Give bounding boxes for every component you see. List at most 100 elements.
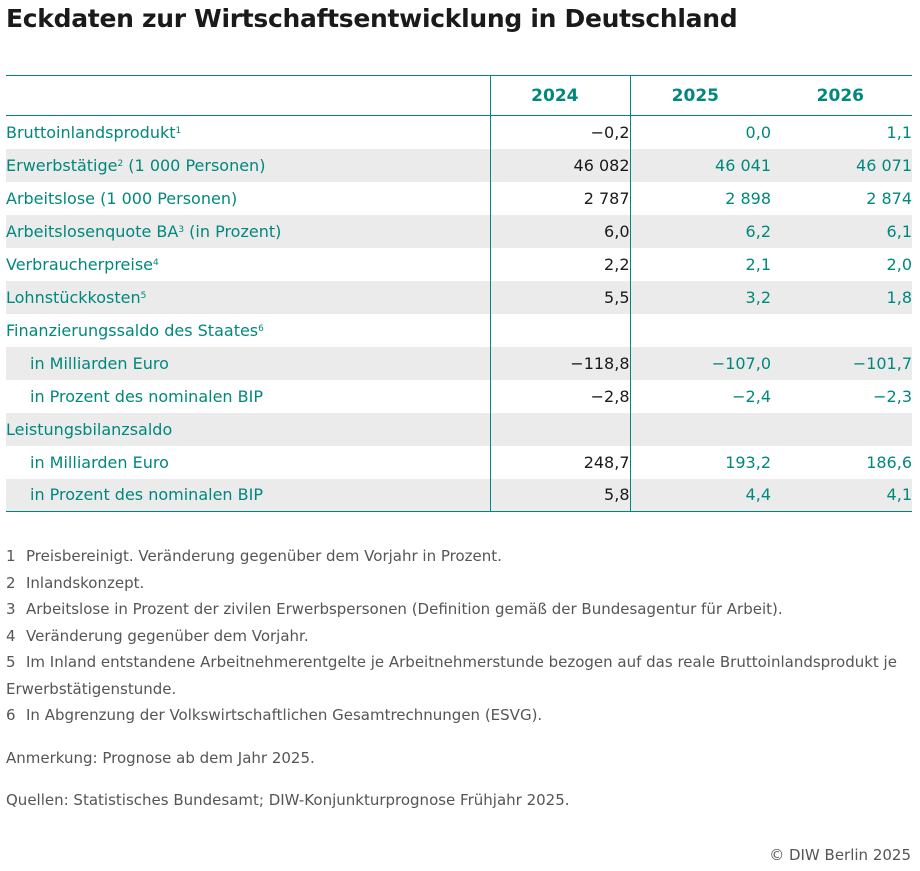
footnote: 4 Veränderung gegenüber dem Vorjahr. (6, 623, 906, 650)
table-row: Leistungsbilanzsaldo (6, 412, 912, 446)
column-header-2024: 2024 (489, 75, 630, 116)
row-label: Lohnstückkosten5 (6, 280, 490, 314)
value-cell-2024: −118,8 (489, 346, 630, 380)
table-row: in Prozent des nominalen BIP −2,8 −2,4 −2,3 (6, 379, 912, 413)
row-label-text: in Milliarden Euro (30, 353, 169, 373)
table-row: Arbeitslose (1 000 Personen) 2 787 2 898 2 … (6, 181, 912, 215)
footnote-ref: 3 (178, 224, 185, 235)
value-cell-2025: 193,2 (629, 445, 771, 479)
row-label: Leistungsbilanzsaldo (6, 412, 490, 446)
value-cell-2026: 1,8 (771, 280, 912, 314)
row-label: Bruttoinlandsprodukt1 (6, 116, 490, 149)
row-label-text: Verbraucherpreise (6, 254, 154, 274)
value-cell-2025: 2,1 (629, 247, 771, 281)
row-label-text: in Prozent des nominalen BIP (30, 485, 263, 505)
value-cell-2024: −0,2 (489, 115, 630, 149)
table-row: Erwerbstätige2 (1 000 Personen) 46 082 46 … (6, 148, 912, 182)
row-label: Arbeitslosenquote BA3 (in Prozent) (6, 214, 490, 248)
page-title: Eckdaten zur Wirtschaftsentwicklung in D… (6, 4, 738, 33)
footnote: 5 Im Inland entstandene Arbeitnehmerentge… (6, 649, 906, 702)
row-label-text: in Prozent des nominalen BIP (30, 386, 263, 406)
value-cell-2026: 186,6 (866, 452, 912, 472)
row-label: Erwerbstätige2 (1 000 Personen) (6, 148, 490, 182)
footnote-number: 3 (6, 600, 16, 618)
value-cell-2025: −107,0 (629, 346, 771, 380)
value-cell-2025: 3,2 (629, 280, 771, 314)
footnote-number: 4 (6, 626, 16, 645)
footnotes: 1 Preisbereinigt. Veränderung gegenüber d… (6, 543, 906, 814)
row-label: in Milliarden Euro (6, 346, 490, 380)
eckdaten-table: 2024 2025 2026 Bruttoinlandsprodukt1 −0,2… (6, 75, 912, 512)
value-cell-2026: −101,7 (771, 346, 912, 380)
copyright-credit: © DIW Berlin 2025 (769, 846, 911, 864)
value-cell-2024: 248,7 (489, 445, 630, 479)
footnote-ref: 1 (175, 125, 182, 136)
value-cell-2025: 46 041 (629, 148, 771, 182)
footnote-number: 5 (6, 653, 16, 671)
value-cell-2025: 4,4 (629, 478, 771, 512)
row-label-text: Lohnstückkosten (6, 287, 141, 307)
note: Anmerkung: Prognose ab dem Jahr 2025. (6, 748, 315, 767)
footnote-text: Veränderung gegenüber dem Vorjahr. (26, 626, 309, 645)
value-cell-2024: 2,2 (489, 247, 630, 281)
footnote: 6 In Abgrenzung der Volkswirtschaftlichen… (6, 702, 906, 729)
table-row: in Milliarden Euro 248,7 193,2 186,6 (6, 445, 912, 479)
footnote-text: Arbeitslose in Prozent der zivilen Erwer… (26, 600, 783, 618)
footnote-ref: 2 (117, 158, 124, 169)
value-cell-2026: 46 071 (771, 148, 912, 182)
row-label: in Prozent des nominalen BIP (6, 380, 490, 413)
footnote-ref: 6 (258, 323, 264, 334)
header-label-cell (6, 75, 490, 116)
table-row: in Prozent des nominalen BIP 5,8 4,4 4,1 (6, 478, 912, 512)
table-row: Finanzierungssaldo des Staates6 (6, 313, 912, 347)
value-cell-2024: 5,8 (489, 478, 630, 512)
row-label-suffix: (in Prozent) (184, 221, 282, 241)
table-row: Verbraucherpreise4 2,2 2,1 2,0 (6, 247, 912, 281)
column-header-2025: 2025 (629, 75, 771, 116)
row-label-text: Leistungsbilanzsaldo (6, 419, 173, 439)
footnote: 1 Preisbereinigt. Veränderung gegenüber d… (6, 543, 906, 570)
row-label: Finanzierungssaldo des Staates6 (6, 314, 490, 347)
footnote-text: Inlandskonzept. (26, 573, 145, 592)
value-cell-2026 (771, 314, 912, 347)
footnote: 2 Inlandskonzept. (6, 570, 906, 597)
footnote-ref: 5 (140, 290, 147, 301)
value-cell-2026: −2,3 (873, 386, 912, 406)
footnote-text: Preisbereinigt. Veränderung gegenüber de… (26, 547, 502, 565)
footnote-ref: 4 (153, 257, 159, 268)
value-cell-2024: 46 082 (489, 148, 630, 182)
value-cell-2024 (489, 313, 630, 347)
footnote-number: 2 (6, 573, 16, 592)
row-label: Arbeitslose (1 000 Personen) (6, 182, 490, 215)
value-cell-2025: 0,0 (629, 115, 771, 149)
value-cell-2025 (629, 313, 771, 347)
table-header-row: 2024 2025 2026 (6, 75, 912, 116)
row-label-suffix: (1 000 Personen) (123, 155, 266, 175)
value-cell-2024: 6,0 (489, 214, 630, 248)
row-label-text: in Milliarden Euro (30, 452, 169, 472)
value-cell-2024 (489, 412, 630, 446)
footnote-list: 1 Preisbereinigt. Veränderung gegenüber d… (6, 543, 906, 729)
value-cell-2026: 6,1 (771, 214, 912, 248)
value-cell-2025: 6,2 (629, 214, 771, 248)
table-row: in Milliarden Euro −118,8 −107,0 −101,7 (6, 346, 912, 380)
row-label: in Milliarden Euro (6, 446, 490, 479)
value-cell-2026: 2,0 (886, 254, 912, 274)
value-cell-2025: 2 898 (629, 181, 771, 215)
row-label-text: Erwerbstätige (6, 155, 118, 175)
footnote-text: Im Inland entstandene Arbeitnehmerentgel… (6, 653, 897, 698)
value-cell-2025 (629, 412, 771, 446)
row-label: Verbraucherpreise4 (6, 248, 490, 281)
footnote-text: In Abgrenzung der Volkswirtschaftlichen … (26, 706, 543, 724)
row-label-text: Arbeitslose (1 000 Personen) (6, 188, 238, 208)
table-row: Lohnstückkosten5 5,5 3,2 1,8 (6, 280, 912, 314)
value-cell-2025: −2,4 (629, 379, 771, 413)
column-header-2026: 2026 (771, 75, 912, 116)
sources: Quellen: Statistisches Bundesamt; DIW-Ko… (6, 791, 570, 809)
value-cell-2026: 1,1 (886, 122, 912, 142)
footnote-number: 1 (6, 547, 16, 565)
value-cell-2026 (771, 412, 912, 446)
value-cell-2024: 5,5 (489, 280, 630, 314)
row-label: in Prozent des nominalen BIP (6, 478, 490, 512)
